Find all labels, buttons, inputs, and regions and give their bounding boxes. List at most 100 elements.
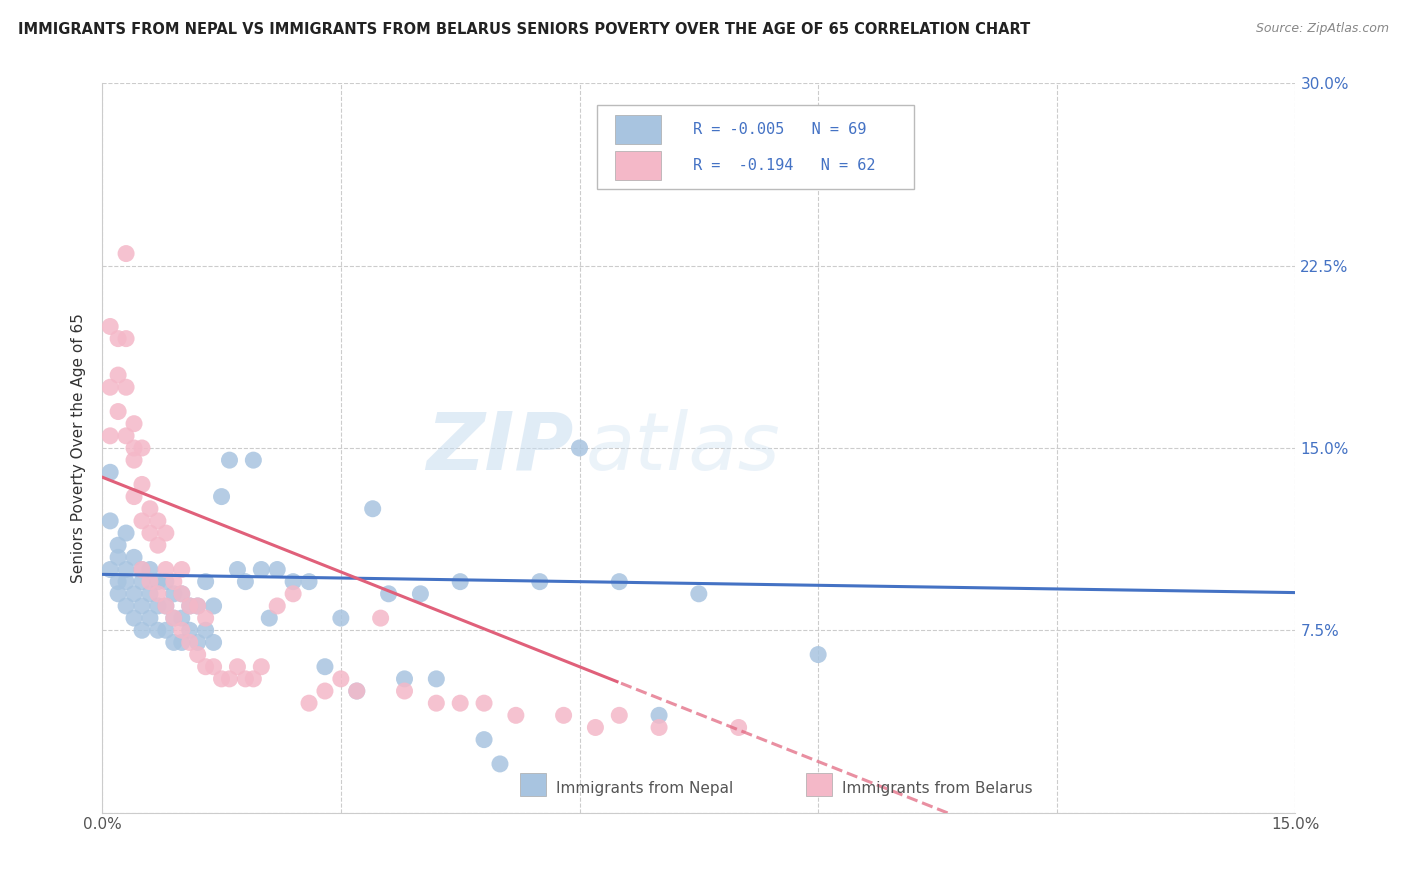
- Point: [202, 635, 225, 649]
- Point: [139, 501, 162, 516]
- Point: [98, 562, 121, 576]
- Point: [505, 708, 527, 723]
- Point: [425, 696, 447, 710]
- Point: [449, 696, 471, 710]
- Point: [139, 526, 162, 541]
- Point: [98, 514, 121, 528]
- Point: [607, 574, 630, 589]
- Point: [235, 672, 257, 686]
- Text: IMMIGRANTS FROM NEPAL VS IMMIGRANTS FROM BELARUS SENIORS POVERTY OVER THE AGE OF: IMMIGRANTS FROM NEPAL VS IMMIGRANTS FROM…: [18, 22, 1031, 37]
- Point: [139, 562, 162, 576]
- Point: [226, 659, 249, 673]
- Point: [472, 732, 495, 747]
- Point: [394, 672, 416, 686]
- Point: [394, 684, 416, 698]
- Point: [179, 599, 201, 613]
- Point: [146, 574, 169, 589]
- Point: [115, 246, 138, 260]
- Point: [122, 417, 145, 431]
- Point: [139, 587, 162, 601]
- Point: [107, 574, 129, 589]
- Point: [107, 538, 129, 552]
- Point: [122, 587, 145, 601]
- Point: [122, 441, 145, 455]
- Point: [346, 684, 368, 698]
- Point: [98, 429, 121, 443]
- Point: [607, 708, 630, 723]
- Point: [155, 599, 177, 613]
- Point: [163, 611, 186, 625]
- Point: [107, 550, 129, 565]
- FancyBboxPatch shape: [520, 773, 546, 797]
- Point: [122, 550, 145, 565]
- Point: [187, 599, 209, 613]
- Point: [648, 721, 671, 735]
- Point: [807, 648, 830, 662]
- Point: [115, 429, 138, 443]
- Point: [170, 611, 193, 625]
- Point: [107, 332, 129, 346]
- Text: Source: ZipAtlas.com: Source: ZipAtlas.com: [1256, 22, 1389, 36]
- Point: [218, 453, 240, 467]
- Point: [163, 611, 186, 625]
- Point: [107, 587, 129, 601]
- Point: [361, 501, 384, 516]
- Point: [131, 441, 153, 455]
- Point: [131, 599, 153, 613]
- Point: [329, 611, 352, 625]
- Point: [131, 624, 153, 638]
- Point: [242, 453, 264, 467]
- Point: [281, 574, 304, 589]
- Point: [226, 562, 249, 576]
- Text: Immigrants from Nepal: Immigrants from Nepal: [555, 781, 733, 797]
- Point: [250, 659, 273, 673]
- Point: [122, 453, 145, 467]
- Point: [146, 624, 169, 638]
- Point: [266, 599, 288, 613]
- Point: [370, 611, 392, 625]
- Point: [155, 562, 177, 576]
- Point: [131, 574, 153, 589]
- Point: [155, 526, 177, 541]
- Point: [122, 490, 145, 504]
- Point: [281, 587, 304, 601]
- Point: [187, 599, 209, 613]
- Point: [250, 562, 273, 576]
- Point: [170, 587, 193, 601]
- Point: [194, 574, 217, 589]
- Point: [298, 696, 321, 710]
- Point: [329, 672, 352, 686]
- Point: [553, 708, 575, 723]
- Point: [425, 672, 447, 686]
- Point: [568, 441, 591, 455]
- Point: [131, 514, 153, 528]
- Point: [131, 562, 153, 576]
- Point: [115, 526, 138, 541]
- Point: [688, 587, 710, 601]
- Point: [163, 587, 186, 601]
- Point: [98, 465, 121, 479]
- Point: [146, 599, 169, 613]
- Point: [472, 696, 495, 710]
- Y-axis label: Seniors Poverty Over the Age of 65: Seniors Poverty Over the Age of 65: [72, 313, 86, 583]
- Point: [115, 332, 138, 346]
- Point: [886, 149, 908, 163]
- Point: [179, 635, 201, 649]
- Point: [107, 368, 129, 382]
- Point: [346, 684, 368, 698]
- Point: [146, 587, 169, 601]
- Point: [146, 514, 169, 528]
- Point: [146, 538, 169, 552]
- FancyBboxPatch shape: [616, 115, 661, 144]
- Text: R = -0.005   N = 69: R = -0.005 N = 69: [693, 122, 866, 136]
- Point: [211, 490, 233, 504]
- Point: [202, 659, 225, 673]
- Point: [139, 574, 162, 589]
- Point: [194, 659, 217, 673]
- Point: [122, 611, 145, 625]
- Point: [170, 562, 193, 576]
- Point: [170, 587, 193, 601]
- Point: [529, 574, 551, 589]
- Point: [314, 659, 336, 673]
- FancyBboxPatch shape: [806, 773, 832, 797]
